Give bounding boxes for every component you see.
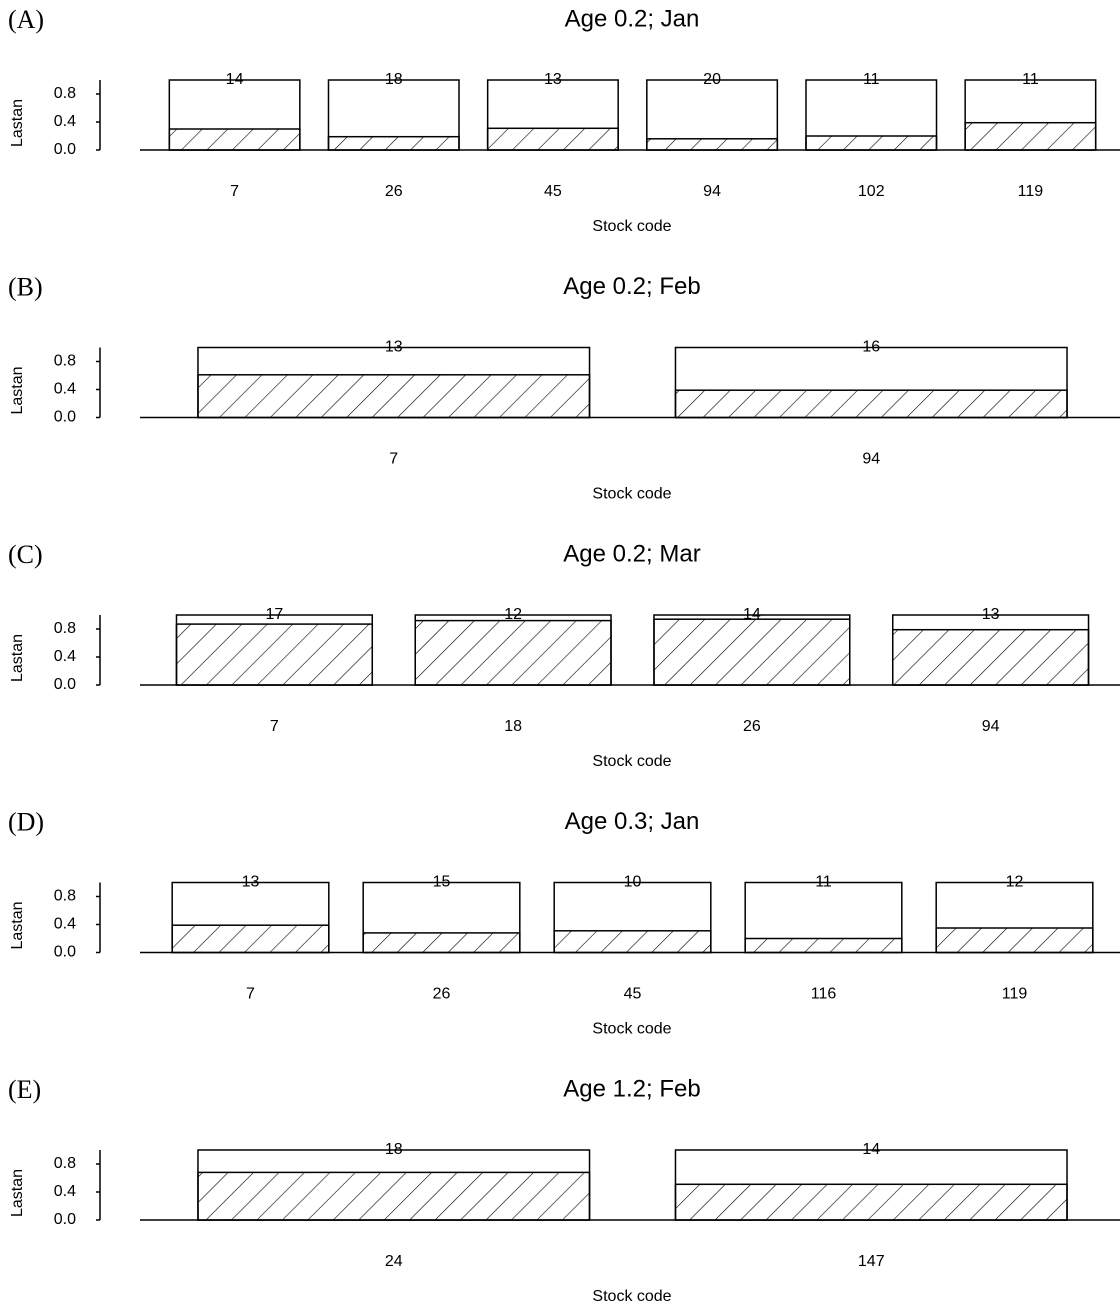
y-tick-label: 0.0: [54, 944, 76, 961]
y-tick-label: 0.8: [54, 353, 76, 370]
y-tick-label: 0.4: [54, 1183, 76, 1200]
chart-title: Age 0.2; Jan: [565, 5, 700, 32]
x-axis-label: Stock code: [592, 218, 671, 235]
x-tick-label: 26: [743, 718, 761, 735]
x-tick-label: 45: [544, 183, 562, 200]
x-tick-label: 147: [858, 1253, 885, 1270]
count-label: 13: [982, 606, 1000, 623]
count-label: 11: [815, 874, 832, 891]
panel-label: (B): [8, 272, 43, 301]
count-label: 13: [544, 71, 562, 88]
x-tick-label: 94: [982, 718, 1000, 735]
count-label: 15: [433, 874, 451, 891]
x-tick-label: 7: [230, 183, 239, 200]
y-tick-label: 0.8: [54, 85, 76, 102]
count-label: 13: [242, 874, 260, 891]
chart-title: Age 1.2; Feb: [563, 1075, 700, 1102]
x-tick-label: 7: [389, 451, 398, 468]
x-tick-label: 94: [862, 451, 880, 468]
panel-label: (C): [8, 540, 43, 569]
y-axis-label: Lastan: [9, 99, 26, 147]
panel-label: (A): [8, 5, 44, 34]
x-tick-label: 26: [433, 986, 451, 1003]
y-axis-label: Lastan: [9, 1169, 26, 1217]
x-tick-label: 24: [385, 1253, 403, 1270]
bar: [674, 389, 1068, 419]
bar: [197, 1171, 591, 1221]
count-label: 20: [703, 71, 721, 88]
y-tick-label: 0.8: [54, 1155, 76, 1172]
panel-label: (D): [8, 807, 44, 836]
y-tick-label: 0.0: [54, 676, 76, 693]
bar: [175, 623, 374, 686]
chart-title: Age 0.2; Mar: [563, 540, 700, 567]
y-tick-label: 0.4: [54, 916, 76, 933]
x-tick-label: 45: [624, 986, 642, 1003]
x-tick-label: 102: [858, 183, 885, 200]
count-label: 12: [1006, 874, 1024, 891]
x-axis-label: Stock code: [592, 486, 671, 503]
y-tick-label: 0.8: [54, 620, 76, 637]
x-axis-label: Stock code: [592, 1021, 671, 1038]
x-axis-label: Stock code: [592, 753, 671, 770]
count-label: 11: [1022, 71, 1039, 88]
x-tick-label: 119: [1002, 986, 1028, 1003]
panel-label: (E): [8, 1075, 41, 1104]
x-tick-label: 116: [811, 986, 837, 1003]
count-label: 14: [226, 71, 244, 88]
y-tick-label: 0.0: [54, 409, 76, 426]
y-tick-label: 0.8: [54, 888, 76, 905]
y-axis-label: Lastan: [9, 366, 26, 414]
bar: [171, 924, 330, 954]
count-label: 14: [743, 606, 761, 623]
chart-title: Age 0.2; Feb: [563, 273, 700, 300]
x-axis-label: Stock code: [592, 1288, 671, 1305]
bar: [197, 374, 591, 419]
x-tick-label: 119: [1018, 183, 1044, 200]
count-label: 11: [863, 71, 880, 88]
chart-title: Age 0.3; Jan: [565, 808, 700, 835]
y-tick-label: 0.4: [54, 381, 76, 398]
bar: [553, 930, 712, 954]
count-label: 18: [385, 1141, 403, 1158]
y-tick-label: 0.0: [54, 141, 76, 158]
bar: [653, 618, 851, 686]
bar: [168, 128, 301, 151]
count-label: 13: [385, 339, 403, 356]
bar: [964, 121, 1097, 151]
count-label: 17: [265, 606, 283, 623]
count-label: 10: [624, 874, 642, 891]
bar: [674, 1183, 1068, 1221]
x-tick-label: 26: [385, 183, 403, 200]
y-tick-label: 0.4: [54, 648, 76, 665]
x-tick-label: 18: [504, 718, 522, 735]
x-tick-label: 7: [270, 718, 279, 735]
count-label: 18: [385, 71, 403, 88]
bar: [362, 932, 521, 954]
y-tick-label: 0.4: [54, 113, 76, 130]
y-tick-label: 0.0: [54, 1211, 76, 1228]
bar: [805, 135, 938, 151]
count-label: 12: [504, 606, 522, 623]
bar: [486, 127, 619, 151]
x-tick-label: 7: [246, 986, 255, 1003]
x-tick-label: 94: [703, 183, 721, 200]
bar: [327, 135, 460, 151]
y-axis-label: Lastan: [9, 901, 26, 949]
bar: [935, 927, 1094, 954]
bar: [414, 619, 612, 686]
y-axis-label: Lastan: [9, 634, 26, 682]
bar: [891, 628, 1090, 686]
count-label: 14: [862, 1141, 880, 1158]
count-label: 16: [862, 339, 880, 356]
bar: [646, 138, 779, 151]
bar: [744, 937, 903, 954]
